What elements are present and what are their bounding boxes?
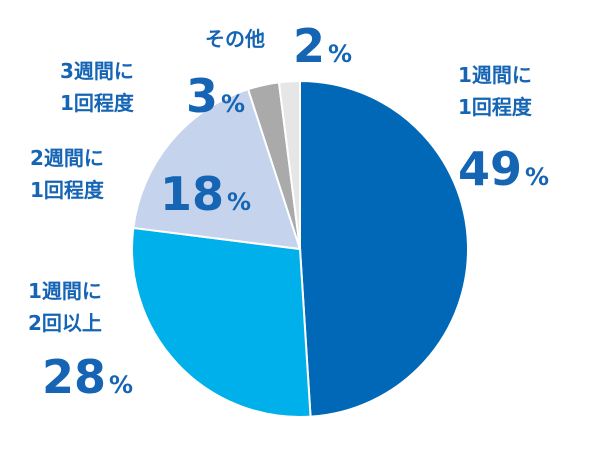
pie-slice [277,79,301,250]
category-label: 1回程度 [458,95,533,119]
value-label: 18% [160,167,251,221]
category-label: 1回程度 [60,91,135,115]
category-label: 1回程度 [30,178,105,202]
category-label: 3週間に [60,59,134,83]
category-label: その他 [205,27,265,51]
pie-slice [132,87,302,251]
category-label: 2週間に [30,146,104,170]
value-label: 49% [458,142,549,196]
pie-slice [131,226,312,418]
value-label: 28% [42,350,133,404]
category-label: 1週間に [458,63,532,87]
value-label: 3% [186,69,245,123]
category-label: 1週間に [28,279,102,303]
pie-slice [299,79,469,418]
value-label: 2% [293,19,352,73]
category-label: 2回以上 [28,311,102,335]
